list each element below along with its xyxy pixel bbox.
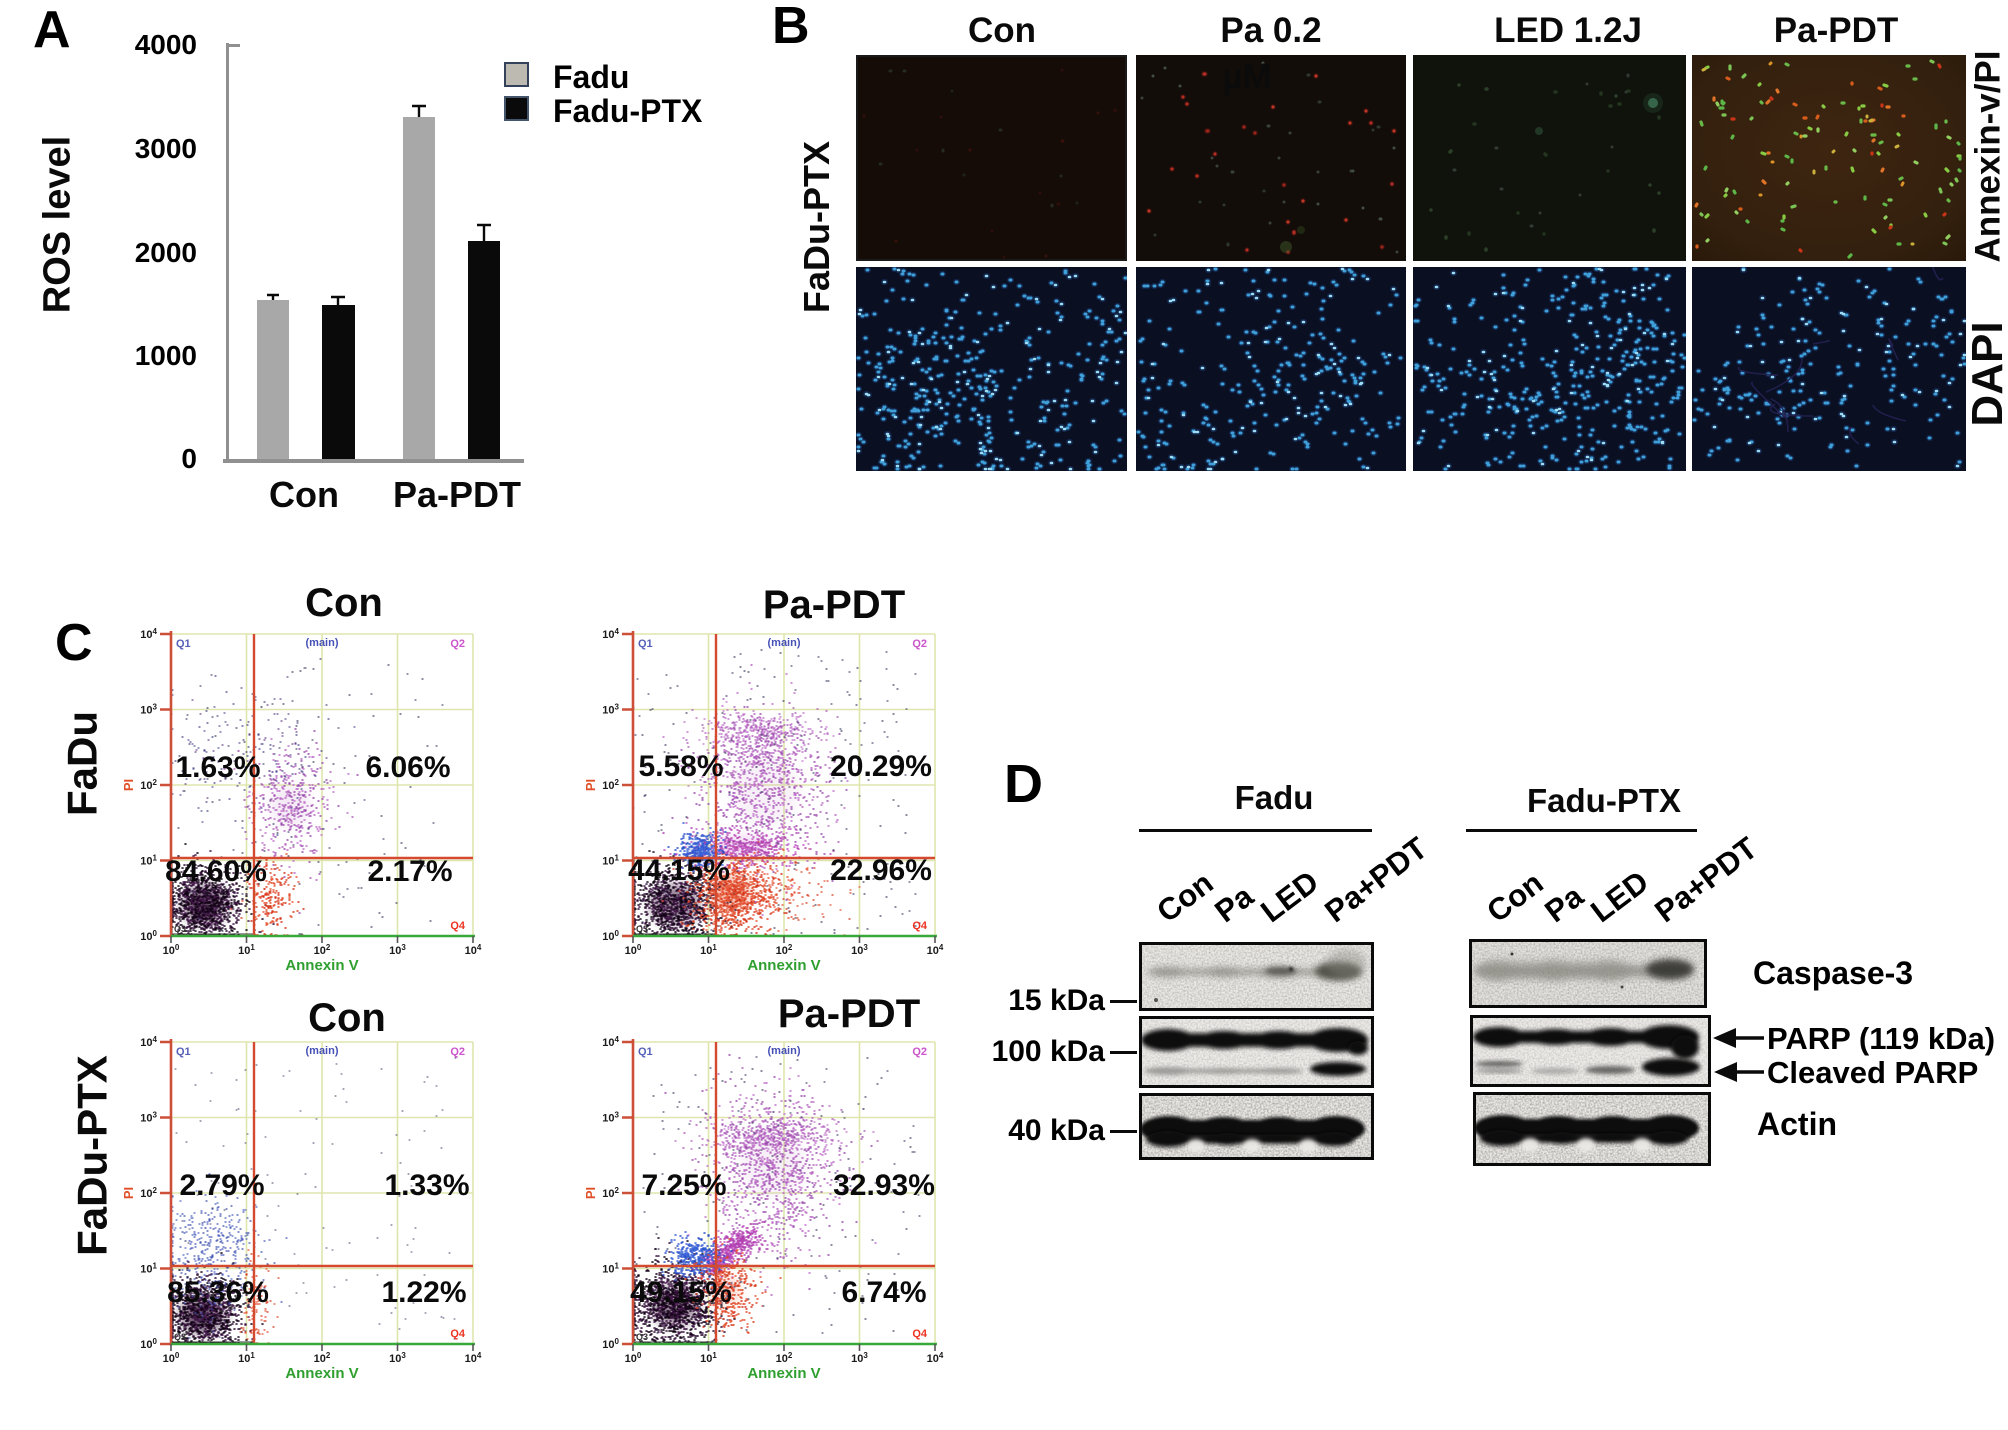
svg-text:100: 100 xyxy=(602,929,619,943)
svg-text:103: 103 xyxy=(851,1351,868,1365)
svg-text:Q1: Q1 xyxy=(176,638,191,650)
svg-text:100: 100 xyxy=(602,1337,619,1351)
svg-text:Annexin V: Annexin V xyxy=(285,957,358,974)
svg-text:(main): (main) xyxy=(306,1045,339,1057)
svg-text:100: 100 xyxy=(625,943,642,957)
svg-text:Annexin V: Annexin V xyxy=(747,957,820,974)
svg-text:100: 100 xyxy=(625,1351,642,1365)
svg-text:Q2: Q2 xyxy=(912,1046,927,1058)
svg-text:101: 101 xyxy=(238,943,255,957)
svg-text:102: 102 xyxy=(776,943,793,957)
svg-text:Q1: Q1 xyxy=(638,638,653,650)
svg-text:100: 100 xyxy=(163,1351,180,1365)
svg-text:103: 103 xyxy=(602,703,619,717)
svg-text:Q4: Q4 xyxy=(912,920,928,932)
svg-text:Q1: Q1 xyxy=(176,1046,191,1058)
svg-text:PI: PI xyxy=(121,779,136,791)
svg-text:Annexin V: Annexin V xyxy=(285,1365,358,1382)
svg-text:(main): (main) xyxy=(768,637,801,649)
svg-text:103: 103 xyxy=(851,943,868,957)
svg-text:102: 102 xyxy=(314,943,331,957)
svg-text:Q4: Q4 xyxy=(912,1328,928,1340)
svg-text:100: 100 xyxy=(140,929,157,943)
svg-text:102: 102 xyxy=(776,1351,793,1365)
svg-text:103: 103 xyxy=(140,703,157,717)
svg-text:PI: PI xyxy=(583,779,598,791)
svg-text:103: 103 xyxy=(140,1111,157,1125)
svg-text:103: 103 xyxy=(389,1351,406,1365)
svg-text:Q3: Q3 xyxy=(174,1332,186,1342)
svg-text:PI: PI xyxy=(121,1187,136,1199)
svg-text:101: 101 xyxy=(700,943,717,957)
svg-text:Q2: Q2 xyxy=(450,1046,465,1058)
svg-text:100: 100 xyxy=(163,943,180,957)
svg-text:(main): (main) xyxy=(768,1045,801,1057)
svg-text:101: 101 xyxy=(238,1351,255,1365)
svg-text:104: 104 xyxy=(465,943,482,957)
svg-text:102: 102 xyxy=(314,1351,331,1365)
svg-text:Q4: Q4 xyxy=(450,920,466,932)
svg-text:Q2: Q2 xyxy=(912,638,927,650)
svg-text:Q3: Q3 xyxy=(636,1332,648,1342)
svg-text:Q4: Q4 xyxy=(450,1328,466,1340)
svg-text:Q3: Q3 xyxy=(174,924,186,934)
svg-text:Q3: Q3 xyxy=(636,924,648,934)
svg-text:Q2: Q2 xyxy=(450,638,465,650)
svg-text:Q1: Q1 xyxy=(638,1046,653,1058)
svg-text:PI: PI xyxy=(583,1187,598,1199)
svg-text:104: 104 xyxy=(927,943,944,957)
svg-text:(main): (main) xyxy=(306,637,339,649)
svg-text:103: 103 xyxy=(389,943,406,957)
svg-text:104: 104 xyxy=(465,1351,482,1365)
svg-text:Annexin V: Annexin V xyxy=(747,1365,820,1382)
svg-text:100: 100 xyxy=(140,1337,157,1351)
svg-text:104: 104 xyxy=(927,1351,944,1365)
svg-text:103: 103 xyxy=(602,1111,619,1125)
svg-text:101: 101 xyxy=(700,1351,717,1365)
